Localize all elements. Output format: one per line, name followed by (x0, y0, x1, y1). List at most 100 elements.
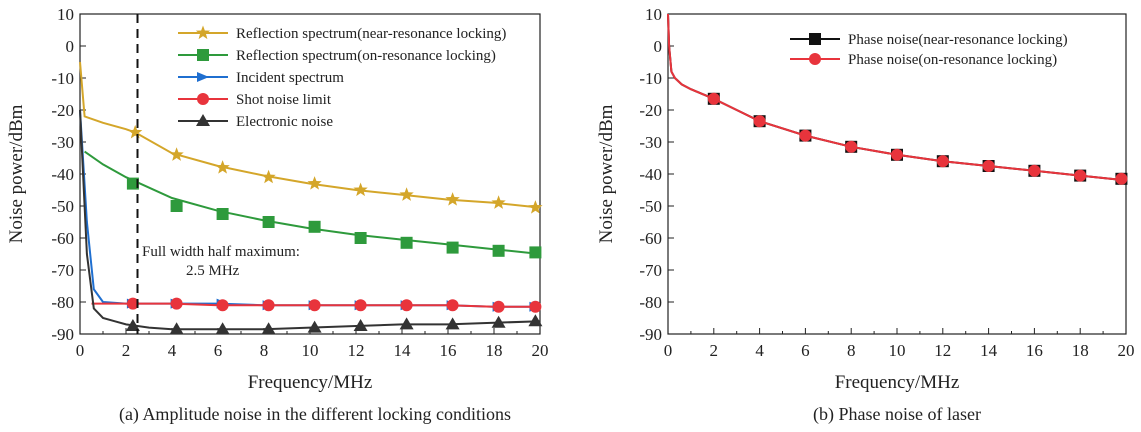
data-point (528, 314, 543, 327)
legend-label: Incident spectrum (236, 70, 344, 86)
series-line (84, 150, 541, 255)
legend-marker (809, 33, 821, 45)
data-point (528, 200, 543, 214)
x-ticks-b: 0 2 4 6 8 10 12 14 16 18 20 (664, 328, 1135, 360)
y-tick-label: -80 (51, 293, 74, 312)
data-point (307, 176, 322, 190)
data-point (399, 317, 414, 330)
y-tick-label: 10 (57, 5, 74, 24)
x-tick-label: 20 (1118, 341, 1135, 360)
legend-item: Electronic noise (178, 114, 333, 130)
legend-item: Phase noise(near-resonance locking) (790, 32, 1068, 48)
legend-label: Shot noise limit (236, 92, 332, 108)
x-ticks-a: 0 2 4 6 8 10 12 14 16 18 20 (76, 328, 549, 360)
x-tick-label: 14 (980, 341, 998, 360)
data-point (353, 319, 368, 331)
x-tick-label: 6 (214, 341, 223, 360)
data-point (261, 322, 276, 335)
y-tick-label: -60 (639, 229, 662, 248)
data-point (446, 299, 459, 312)
x-tick-label: 4 (168, 341, 177, 360)
data-point (262, 299, 275, 312)
data-point (354, 232, 367, 244)
x-axis-title-b: Frequency/MHz (835, 372, 960, 393)
data-point (215, 160, 230, 174)
data-point (400, 299, 413, 312)
series-group-b (667, 13, 1128, 185)
data-point (845, 140, 858, 153)
data-point (126, 297, 139, 310)
y-tick-label: 0 (66, 37, 75, 56)
x-tick-label: 0 (76, 341, 85, 360)
y-tick-label: 10 (645, 5, 662, 24)
x-tick-label: 16 (440, 341, 457, 360)
data-point (491, 315, 506, 328)
data-point (799, 129, 812, 142)
y-tick-label: -30 (639, 133, 662, 152)
legend-label: Phase noise(on-resonance locking) (848, 52, 1057, 68)
data-point (529, 300, 542, 313)
data-point (169, 322, 184, 335)
y-ticks-a: 10 0 -10 -20 -30 -40 -50 -60 -70 -80 -90 (51, 5, 86, 344)
panel-b: 10 0 -10 -20 -30 -40 -50 -60 -70 -80 -90 0 2 4 6 8 10 12… (596, 5, 1135, 425)
y-tick-label: -40 (51, 165, 74, 184)
data-point (936, 155, 949, 168)
data-point (354, 299, 367, 312)
x-tick-label: 18 (1072, 341, 1089, 360)
data-point (216, 208, 229, 220)
x-tick-label: 0 (664, 341, 673, 360)
y-tick-label: -10 (639, 69, 662, 88)
x-tick-label: 20 (532, 341, 549, 360)
data-point (445, 317, 460, 330)
x-tick-label: 4 (755, 341, 764, 360)
y-tick-label: -20 (51, 101, 74, 120)
data-point (399, 187, 414, 201)
data-point (169, 147, 184, 161)
data-point (308, 299, 321, 312)
series-group-a (79, 61, 543, 335)
data-point (492, 244, 505, 257)
data-point (353, 182, 368, 197)
data-point (307, 320, 322, 333)
data-point (215, 322, 230, 335)
data-point (491, 195, 506, 209)
x-tick-label: 8 (260, 341, 269, 360)
y-tick-label: -50 (639, 197, 662, 216)
x-tick-label: 12 (934, 341, 951, 360)
legend-marker (809, 53, 821, 65)
legend-marker (197, 72, 209, 82)
y-ticks-b: 10 0 -10 -20 -30 -40 -50 -60 -70 -80 -90 (639, 5, 674, 344)
legend-marker (196, 114, 210, 126)
data-point (400, 236, 413, 249)
data-point (891, 148, 903, 161)
fwhm-annotation-line2: 2.5 MHz (186, 263, 240, 279)
legend-item: Phase noise(on-resonance locking) (790, 52, 1057, 68)
data-point (445, 192, 460, 206)
series-3 (91, 297, 542, 313)
caption-b: (b) Phase noise of laser (813, 404, 981, 425)
legend-item: Incident spectrum (178, 70, 344, 86)
x-tick-label: 14 (394, 341, 412, 360)
y-tick-label: -80 (639, 293, 662, 312)
legend-b: Phase noise(near-resonance locking) Phase… (790, 32, 1068, 68)
data-point (446, 241, 459, 254)
x-tick-label: 12 (348, 341, 365, 360)
series-1 (84, 150, 542, 259)
y-tick-label: -70 (639, 261, 662, 280)
series-line (79, 61, 541, 209)
legend-a: Reflection spectrum(near-resonance locki… (178, 25, 506, 130)
x-tick-label: 10 (889, 341, 906, 360)
data-point (261, 169, 276, 184)
series-4 (79, 109, 543, 335)
x-tick-label: 18 (486, 341, 503, 360)
x-axis-title-a: Frequency/MHz (248, 372, 373, 393)
legend-marker (195, 25, 211, 40)
y-tick-label: -40 (639, 165, 662, 184)
data-point (1028, 164, 1041, 177)
x-tick-label: 2 (710, 341, 719, 360)
x-tick-label: 8 (847, 341, 856, 360)
series-0 (79, 61, 543, 214)
series-line (79, 109, 541, 331)
data-point (1074, 169, 1087, 182)
